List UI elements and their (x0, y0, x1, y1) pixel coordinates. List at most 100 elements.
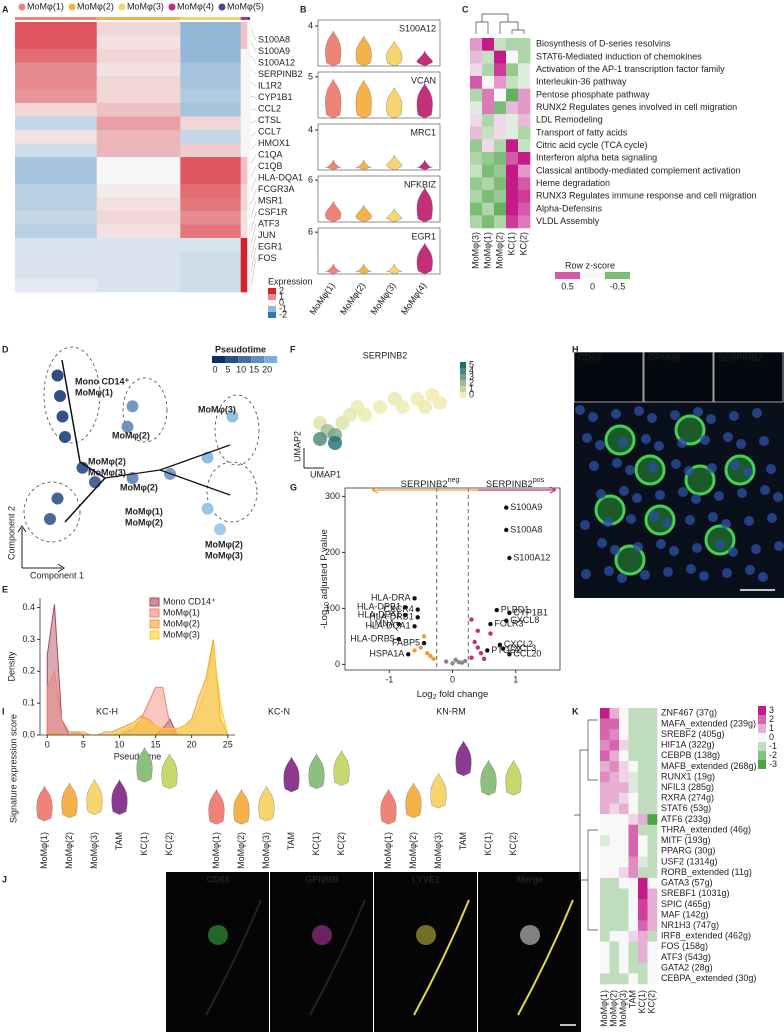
gene-point (415, 615, 420, 620)
cell (614, 544, 646, 576)
legend-swatch (268, 288, 276, 294)
heatmap-cell (647, 856, 658, 868)
row-label: Interferon alpha beta signaling (536, 153, 657, 163)
heatmap-cell (506, 126, 519, 140)
heatmap-cell (180, 224, 242, 239)
nucleus (677, 438, 687, 448)
connector (250, 166, 257, 178)
heatmap-cell (15, 143, 98, 158)
heatmap-cell (647, 941, 658, 953)
y-axis-label: Component 2 (6, 506, 16, 560)
channel-label: LYVE1 (412, 874, 440, 884)
heatmap-cell (180, 130, 242, 144)
heatmap-cell (470, 177, 483, 191)
legend-tick-label: 2 (279, 285, 284, 295)
gene-point (431, 656, 436, 661)
heatmap-cell (647, 708, 658, 719)
label-part: SERPINB2 (486, 479, 533, 490)
legend-tick-label: 15 (249, 364, 259, 374)
nucleus (633, 542, 643, 552)
heatmap-cell (619, 973, 629, 985)
heatmap-cell (628, 835, 639, 847)
heatmap-cell (180, 197, 242, 212)
legend-swatch (460, 392, 466, 398)
heatmap-cell (628, 803, 639, 815)
heatmap-cell (470, 63, 483, 77)
heatmap-cell (518, 50, 531, 64)
column-label: MoMφ(3) (470, 232, 480, 269)
label: SERPINB2neg (401, 477, 460, 489)
legend-label: MoMφ(4) (177, 1, 214, 11)
heatmap-cell (96, 251, 181, 266)
nucleus (751, 544, 761, 554)
heatmap-cell (470, 202, 483, 216)
nucleus (759, 436, 769, 446)
heatmap-cell (619, 952, 629, 964)
heatmap-cell (638, 941, 648, 953)
nucleus (706, 414, 716, 424)
heatmap-cell (619, 739, 629, 751)
cell-point (226, 410, 239, 423)
heatmap-cell (180, 49, 242, 63)
heatmap-cell (494, 164, 507, 178)
panel-label: D (2, 344, 9, 354)
nucleus (617, 573, 627, 583)
heatmap-cell (647, 824, 658, 836)
heatmap-cell (638, 952, 648, 964)
gene-point (475, 645, 480, 650)
point-label: FABP5 (392, 637, 420, 647)
heatmap-cell (240, 224, 248, 239)
heatmap-cell (518, 177, 531, 191)
legend-swatch (149, 630, 160, 640)
nucleus (597, 538, 607, 548)
heatmap-cell (628, 792, 639, 804)
x-tick-label: MoMφ(3) (369, 281, 398, 317)
heatmap-cell (247, 103, 251, 117)
nucleus (723, 432, 733, 442)
gene-point (481, 656, 487, 661)
row-label: MAFA_extended (239g) (661, 718, 756, 728)
y-tick-label: 0.0 (22, 729, 35, 739)
nucleus (654, 441, 664, 451)
legend-swatch (758, 715, 766, 724)
legend-tick-label: 3 (469, 371, 474, 381)
gene-point (418, 645, 424, 650)
vessel (205, 899, 262, 1016)
heatmap-cell (609, 782, 620, 794)
point-label: HLA-DRB5 (350, 634, 395, 644)
heatmap-cell (240, 35, 248, 50)
heatmap-cell (180, 278, 242, 293)
heatmap-cell (600, 920, 610, 932)
y-tick-label: 0.3 (22, 634, 35, 644)
heatmap-cell (619, 792, 629, 804)
cell-point (51, 369, 64, 382)
x-tick-label: KC(1) (483, 832, 493, 856)
legend-swatch (460, 386, 466, 392)
connector (250, 96, 257, 98)
y-tick-label: 0.4 (22, 602, 35, 612)
row-label: S100A8 (258, 34, 290, 44)
y-axis-label: Signature expression score (8, 714, 18, 823)
heatmap-cell (609, 761, 620, 772)
legend-label: MoMφ(2) (77, 1, 114, 11)
nucleus (640, 570, 650, 580)
row-label: PPARG (30g) (661, 846, 715, 856)
row-label: STAT6-Mediated induction of chemokines (536, 51, 702, 61)
cluster-outline (122, 377, 168, 443)
heatmap-cell (600, 930, 610, 942)
heatmap-cell (482, 76, 495, 89)
annotation: MoMφ(3) (205, 550, 243, 560)
cell-point (59, 431, 71, 443)
image-tile (573, 351, 644, 403)
legend-tick-label: 1 (769, 723, 774, 733)
column-label: KC(2) (647, 990, 657, 1014)
x-tick-label: MoMφ(3) (89, 832, 99, 869)
heatmap-cell (482, 88, 495, 102)
label: -Log10 adjusted P value (319, 529, 332, 629)
gene-point (500, 646, 506, 651)
violin (416, 159, 433, 171)
heatmap-cell (647, 739, 658, 751)
nucleus (669, 546, 679, 556)
gene-point (450, 661, 455, 666)
annotation: MoMφ(2) (205, 539, 243, 549)
